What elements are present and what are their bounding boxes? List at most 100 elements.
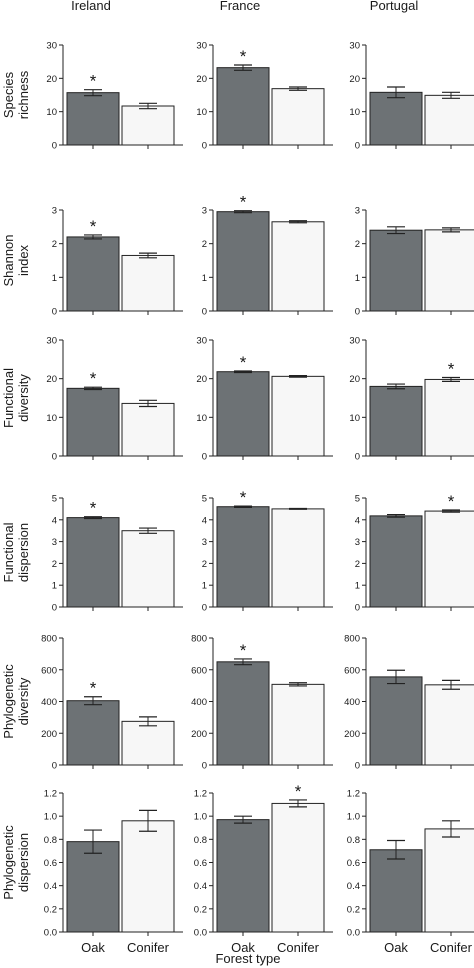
- y-axis-label-line: dispersion: [16, 833, 31, 892]
- y-tick-label: 200: [344, 729, 360, 740]
- bar-conifer: [121, 720, 175, 766]
- y-tick-label: 0.2: [44, 904, 57, 915]
- y-axis-label: Functionaldispersion: [1, 522, 31, 582]
- significance-asterisk: *: [240, 47, 247, 66]
- bar-conifer: [424, 378, 474, 457]
- y-tick-label: 1: [202, 273, 207, 284]
- bar-conifer: [121, 105, 175, 146]
- y-tick-label: 20: [196, 374, 207, 385]
- y-tick-label: 800: [344, 634, 360, 645]
- y-axis-label-line: Phylogenetic: [1, 664, 16, 739]
- y-tick-label: 0: [202, 603, 207, 614]
- y-tick-label: 20: [349, 374, 360, 385]
- significance-asterisk: *: [90, 679, 97, 698]
- y-tick-label: 2: [355, 559, 360, 570]
- bar-conifer: [121, 530, 175, 608]
- significance-asterisk: *: [448, 360, 455, 379]
- y-tick-label: 30: [196, 336, 207, 347]
- y-axis-label: Shannonindex: [1, 234, 31, 286]
- y-tick-label: 1: [202, 581, 207, 592]
- y-axis-label-line: Functional: [1, 368, 16, 428]
- significance-asterisk: *: [448, 492, 455, 511]
- y-tick-label: 1.2: [44, 789, 57, 800]
- y-tick-label: 20: [196, 74, 207, 85]
- panel-france-phylogenetic-dispersion: 0.0 0.2 0.4 0.6 0.8 1.0 1.2 Oak * Conifer: [194, 782, 333, 955]
- significance-asterisk: *: [295, 782, 302, 801]
- y-tick-label: 200: [41, 729, 57, 740]
- bar-conifer: [424, 828, 474, 933]
- bar-oak: [66, 517, 120, 608]
- y-tick-label: 3: [202, 537, 207, 548]
- x-tick-label-conifer: Conifer: [127, 940, 170, 955]
- bar-oak: [369, 385, 423, 457]
- y-tick-label: 1.0: [347, 812, 360, 823]
- y-tick-label: 30: [349, 41, 360, 52]
- bar-conifer: [424, 684, 474, 766]
- bar-oak: [369, 676, 423, 766]
- significance-asterisk: *: [240, 353, 247, 372]
- y-tick-label: 30: [46, 336, 57, 347]
- y-tick-label: 3: [355, 206, 360, 217]
- significance-asterisk: *: [90, 369, 97, 388]
- y-tick-label: 0.8: [44, 835, 57, 846]
- bar-conifer: [271, 88, 325, 146]
- y-tick-label: 5: [202, 494, 207, 505]
- x-tick-label-oak: Oak: [231, 940, 255, 955]
- bar-conifer: [121, 402, 175, 457]
- y-axis-label: Phylogeneticdispersion: [1, 825, 31, 900]
- y-tick-label: 1.0: [44, 812, 57, 823]
- panel-france-functional-diversity: 0 10 20 30 *: [196, 336, 333, 463]
- y-tick-label: 600: [191, 665, 207, 676]
- y-axis-label-line: Functional: [1, 522, 16, 582]
- bar-conifer: [271, 508, 325, 608]
- y-tick-label: 0: [202, 307, 207, 318]
- bar-oak: [216, 67, 270, 146]
- panel-ireland-functional-diversity: 0 10 20 30 Functionaldiversity *: [1, 336, 183, 463]
- y-tick-label: 0: [202, 761, 207, 772]
- y-axis-label-line: index: [16, 244, 31, 276]
- panel-portugal-species-richness: 0 10 20 30: [349, 41, 474, 152]
- y-tick-label: 1: [355, 581, 360, 592]
- y-tick-label: 400: [41, 697, 57, 708]
- y-axis-label-line: Shannon: [1, 234, 16, 286]
- column-header-ireland: Ireland: [71, 0, 111, 13]
- y-tick-label: 0.4: [347, 881, 360, 892]
- y-tick-label: 0.2: [347, 904, 360, 915]
- y-tick-label: 10: [349, 107, 360, 118]
- x-tick-label-oak: Oak: [384, 940, 408, 955]
- y-tick-label: 600: [41, 665, 57, 676]
- panel-france-species-richness: 0 10 20 30 *: [196, 41, 333, 152]
- bar-oak: [369, 91, 423, 146]
- y-tick-label: 3: [202, 206, 207, 217]
- bar-oak: [369, 515, 423, 608]
- panel-ireland-functional-dispersion: 0 1 2 3 4 5 Functionaldispersion *: [1, 494, 183, 614]
- y-tick-label: 2: [52, 559, 57, 570]
- panel-ireland-species-richness: 0 10 20 30 Speciesrichness *: [1, 41, 183, 152]
- bar-oak: [216, 661, 270, 766]
- y-tick-label: 0: [52, 603, 57, 614]
- bar-oak: [66, 236, 120, 312]
- y-tick-label: 400: [191, 697, 207, 708]
- panel-portugal-phylogenetic-diversity: 0 200 400 600 800: [344, 634, 474, 772]
- y-tick-label: 1.2: [194, 789, 207, 800]
- bar-conifer: [271, 375, 325, 457]
- significance-asterisk: *: [240, 641, 247, 660]
- y-tick-label: 0.8: [347, 835, 360, 846]
- y-tick-label: 200: [191, 729, 207, 740]
- bar-oak: [369, 849, 423, 933]
- y-tick-label: 0.8: [194, 835, 207, 846]
- bar-oak: [66, 92, 120, 146]
- bar-conifer: [424, 94, 474, 146]
- y-tick-label: 30: [46, 41, 57, 52]
- y-tick-label: 20: [46, 374, 57, 385]
- bar-oak: [369, 229, 423, 312]
- y-tick-label: 20: [46, 74, 57, 85]
- y-tick-label: 0.6: [194, 858, 207, 869]
- y-tick-label: 0.6: [347, 858, 360, 869]
- y-tick-label: 4: [52, 515, 57, 526]
- y-tick-label: 10: [196, 413, 207, 424]
- y-tick-label: 0: [52, 141, 57, 152]
- y-tick-label: 4: [202, 515, 207, 526]
- y-tick-label: 0.6: [44, 858, 57, 869]
